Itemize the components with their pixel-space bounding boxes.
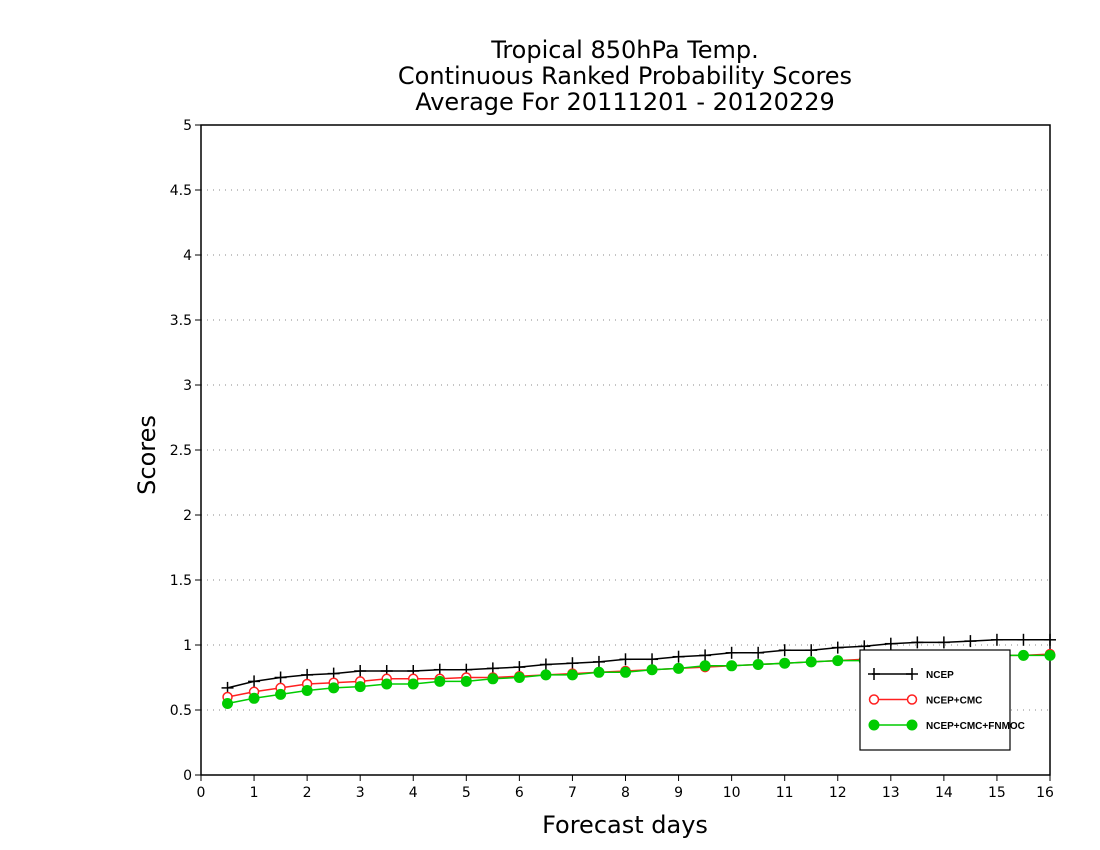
y-tick-label: 2 <box>183 508 192 524</box>
y-tick-label: 2.5 <box>170 443 192 459</box>
x-tick-label: 10 <box>723 785 741 801</box>
data-point <box>275 688 287 700</box>
data-point <box>354 681 366 693</box>
x-tick-label: 1 <box>250 785 259 801</box>
legend-entry: NCEP+CMC <box>868 694 982 707</box>
legend-marker-end <box>906 668 918 680</box>
data-point <box>1017 649 1029 661</box>
data-point <box>673 662 685 674</box>
axis-ticks: 00.511.522.533.544.550 1 2 3 4 5 6 7 8 9 10 11 12 13 1… <box>170 118 1054 801</box>
y-axis-title: Scores <box>133 415 161 495</box>
data-point <box>487 673 499 685</box>
y-tick-label: 1 <box>183 638 192 654</box>
grid-lines <box>201 189 1050 711</box>
legend-marker-start <box>868 694 880 705</box>
x-tick-label: 8 <box>621 785 630 801</box>
y-tick-label: 4 <box>183 248 192 264</box>
x-tick-label: 16 <box>1036 785 1054 801</box>
data-point <box>513 672 525 683</box>
data-point <box>248 692 260 704</box>
data-point <box>672 650 685 663</box>
data-point <box>301 685 313 696</box>
x-tick-label: 4 <box>409 785 418 801</box>
y-tick-label: 3.5 <box>170 313 192 329</box>
data-point <box>593 666 605 678</box>
x-tick-label: 0 <box>197 785 206 801</box>
legend-marker-end <box>906 719 918 731</box>
legend-marker-start <box>868 668 880 680</box>
data-point <box>884 637 897 650</box>
x-tick-label: 13 <box>882 785 900 801</box>
data-point <box>752 659 764 670</box>
x-axis-title: Forecast days <box>542 811 708 839</box>
data-point <box>434 675 446 687</box>
data-series <box>221 633 1056 709</box>
legend-label: NCEP+CMC+FNMOC <box>926 721 1025 732</box>
data-point <box>646 664 658 676</box>
data-point <box>832 655 844 667</box>
y-tick-label: 0 <box>183 768 192 784</box>
legend-marker-end <box>906 694 918 705</box>
x-tick-label: 9 <box>674 785 683 801</box>
data-point <box>805 644 818 657</box>
data-point <box>248 675 261 688</box>
data-point <box>805 656 817 668</box>
data-point <box>274 671 287 684</box>
data-point <box>726 660 738 672</box>
data-point <box>831 641 844 654</box>
data-point <box>566 669 578 681</box>
data-point <box>407 678 419 690</box>
y-tick-label: 4.5 <box>170 183 192 199</box>
y-tick-label: 1.5 <box>170 573 192 589</box>
title-line-1: Tropical 850hPa Temp. <box>491 36 759 64</box>
legend-label: NCEP <box>926 670 954 681</box>
legend-marker-start <box>868 719 880 731</box>
data-point <box>752 646 765 659</box>
y-tick-label: 0.5 <box>170 703 192 719</box>
data-point <box>1017 633 1030 646</box>
data-point <box>460 675 472 687</box>
data-point <box>699 660 711 672</box>
data-point <box>620 666 631 678</box>
data-point <box>222 698 234 709</box>
data-point <box>619 653 632 666</box>
data-point <box>540 669 552 681</box>
data-point <box>354 665 367 677</box>
data-point <box>328 682 340 694</box>
legend-label: NCEP+CMC <box>926 696 982 707</box>
title-line-3: Average For 20111201 - 20120229 <box>415 88 835 116</box>
y-tick-label: 3 <box>183 378 192 394</box>
x-tick-label: 11 <box>776 785 794 801</box>
legend: NCEP NCEP+CMC NCEP+CMC+FNMOC <box>859 649 1025 751</box>
x-tick-label: 3 <box>356 785 365 801</box>
y-tick-label: 5 <box>183 118 192 134</box>
x-tick-label: 6 <box>515 785 524 801</box>
data-point <box>1044 649 1056 661</box>
x-tick-label: 5 <box>462 785 471 801</box>
data-point <box>911 636 924 649</box>
legend-entry: NCEP+CMC+FNMOC <box>868 719 1025 732</box>
data-point <box>381 678 393 690</box>
data-point <box>566 657 579 670</box>
data-point <box>1044 633 1056 646</box>
data-point <box>990 633 1003 646</box>
legend-entry: NCEP <box>868 668 954 681</box>
data-point <box>964 635 977 648</box>
x-tick-label: 15 <box>988 785 1006 801</box>
data-point <box>937 636 950 649</box>
data-point <box>725 646 738 659</box>
data-point <box>699 649 712 662</box>
x-tick-label: 7 <box>568 785 577 801</box>
data-point <box>778 644 791 657</box>
x-tick-label: 12 <box>829 785 847 801</box>
x-tick-label: 2 <box>303 785 312 801</box>
data-point <box>539 658 552 671</box>
title-line-2: Continuous Ranked Probability Scores <box>397 62 853 90</box>
x-tick-label: 14 <box>935 785 953 801</box>
data-point <box>779 657 791 669</box>
data-point <box>592 655 605 668</box>
data-point <box>646 653 659 666</box>
